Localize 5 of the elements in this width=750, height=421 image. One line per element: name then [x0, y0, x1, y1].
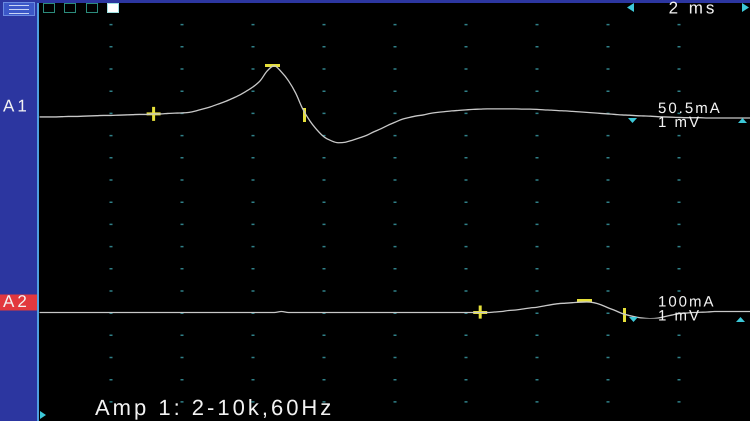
series-label: A1 — [3, 96, 30, 116]
text: Amp 1: 2-10k,60Hz — [95, 395, 334, 420]
x-axis-title: 2 ms — [668, 0, 718, 18]
annotation: 100mA — [658, 294, 716, 311]
series-label: A2 — [3, 292, 30, 312]
